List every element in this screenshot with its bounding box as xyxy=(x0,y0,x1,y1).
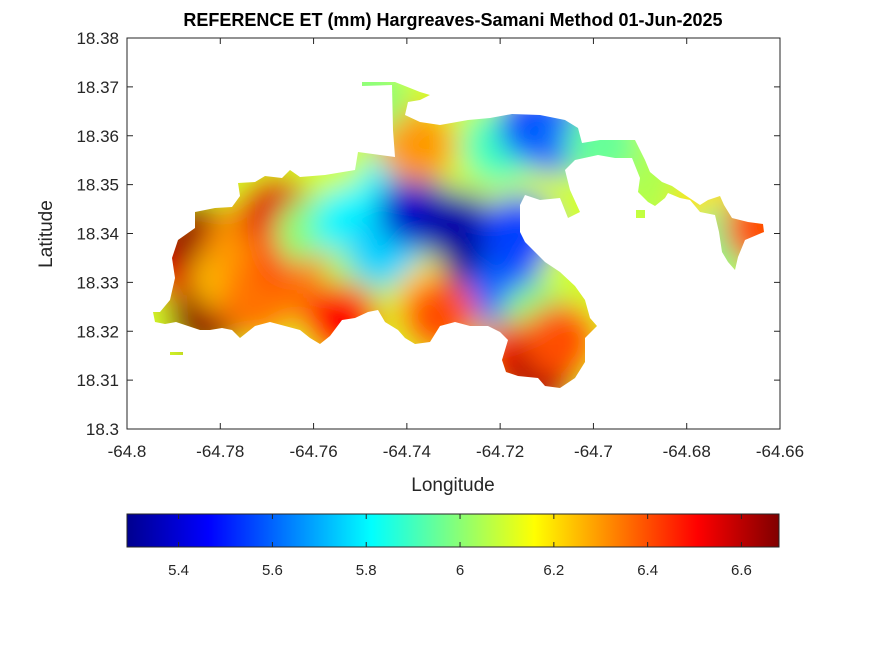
x-tick-label: -64.78 xyxy=(196,442,244,461)
y-tick-label: 18.31 xyxy=(76,371,119,390)
colorbar-tick-label: 5.8 xyxy=(356,562,377,579)
x-tick-label: -64.72 xyxy=(476,442,524,461)
y-tick-label: 18.32 xyxy=(76,322,119,341)
colorbar-tick-label: 5.4 xyxy=(168,562,189,579)
y-tick-label: 18.35 xyxy=(76,176,119,195)
x-tick-label: -64.74 xyxy=(383,442,431,461)
x-axis-label: Longitude xyxy=(411,475,494,496)
x-tick-label: -64.76 xyxy=(289,442,337,461)
et-region-27 xyxy=(522,303,599,379)
y-tick-label: 18.36 xyxy=(76,127,119,146)
y-tick-label: 18.37 xyxy=(76,78,119,97)
colorbar-tick-label: 6.2 xyxy=(543,562,564,579)
x-tick-label: -64.8 xyxy=(108,442,147,461)
colorbar-tick-label: 6.6 xyxy=(731,562,752,579)
colorbar xyxy=(126,513,780,548)
colorbar-tick-label: 6.4 xyxy=(637,562,658,579)
x-tick-label: -64.66 xyxy=(756,442,804,461)
colorbar-tick-label: 5.6 xyxy=(262,562,283,579)
x-tick-label: -64.68 xyxy=(663,442,711,461)
x-axis-ticks: -64.8 -64.78 -64.76 -64.74 -64.72 -64.7 -64.68… xyxy=(108,38,804,461)
y-tick-label: 18.33 xyxy=(76,273,119,292)
x-tick-label: -64.7 xyxy=(574,442,613,461)
chart-title: REFERENCE ET (mm) Hargreaves-Samani Meth… xyxy=(183,10,722,30)
y-tick-label: 18.38 xyxy=(76,29,119,48)
colorbar-tick-label: 6 xyxy=(456,562,464,579)
colorbar-ticks: 5.4 5.6 5.8 6 6.2 6.4 6.6 xyxy=(168,514,752,579)
y-tick-label: 18.3 xyxy=(86,420,119,439)
y-axis-ticks: 18.3 18.31 18.32 18.33 18.34 18.35 18.36 18.37 1… xyxy=(76,29,780,439)
y-tick-label: 18.34 xyxy=(76,225,119,244)
et-region-30 xyxy=(378,107,455,184)
y-axis-label: Latitude xyxy=(36,200,57,268)
